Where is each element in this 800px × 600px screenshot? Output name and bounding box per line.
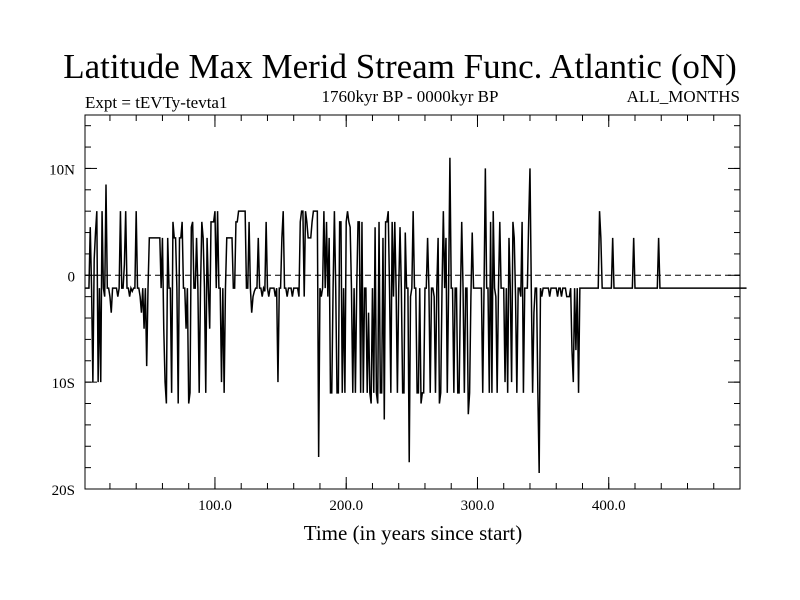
- x-axis-label: Time (in years since start): [304, 521, 523, 545]
- x-tick-label: 400.0: [592, 498, 626, 514]
- series-line: [85, 157, 747, 473]
- months-label: ALL_MONTHS: [626, 87, 740, 106]
- period-label: 1760kyr BP - 0000kyr BP: [321, 87, 499, 106]
- x-tick-label: 300.0: [461, 498, 495, 514]
- x-tick-label: 200.0: [329, 498, 363, 514]
- plot-frame: [84, 114, 741, 490]
- y-tick-label: 10N: [49, 162, 75, 178]
- x-tick-label: 100.0: [198, 498, 232, 514]
- y-tick-label: 10S: [52, 376, 75, 392]
- y-tick-label: 20S: [52, 483, 75, 499]
- y-tick-label: 0: [68, 269, 76, 285]
- experiment-label: Expt = tEVTy-tevta1: [85, 93, 228, 112]
- chart-title: Latitude Max Merid Stream Func. Atlantic…: [63, 47, 737, 86]
